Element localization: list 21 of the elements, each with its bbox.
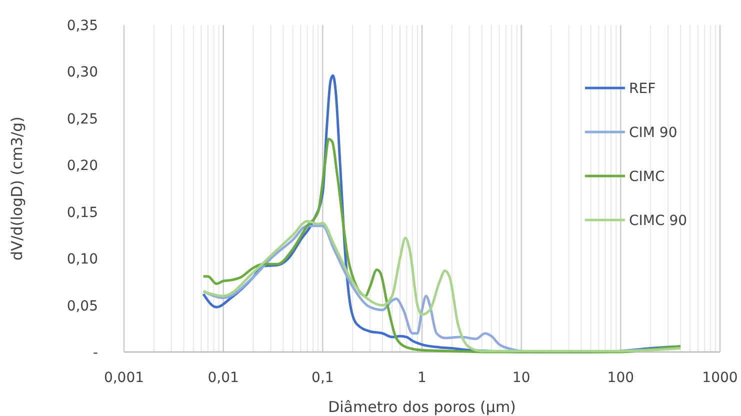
y-tick-label: 0,15 <box>66 204 98 221</box>
y-tick-label: 0,10 <box>66 252 98 268</box>
legend-label: CIMC 90 <box>629 213 688 229</box>
x-tick-label: 0,01 <box>208 370 239 386</box>
y-tick-label: - <box>92 345 98 361</box>
x-tick-label: 0,1 <box>312 370 334 386</box>
y-tick-label: 0,05 <box>66 298 98 314</box>
x-tick-label: 0,001 <box>104 370 144 386</box>
y-tick-label: 0,30 <box>66 64 98 81</box>
x-tick-label: 1 <box>418 370 426 386</box>
y-axis-title: dV/d(logD) (cm3/g) <box>8 116 26 260</box>
x-tick-label: 10 <box>512 370 530 386</box>
y-tick-label: 0,20 <box>66 158 98 174</box>
x-tick-label: 1000 <box>702 370 738 386</box>
legend-label: CIM 90 <box>629 125 678 141</box>
legend-label: REF <box>629 81 656 97</box>
y-tick-label: 0,25 <box>66 111 98 128</box>
y-tick-label: 0,35 <box>66 18 98 34</box>
legend-label: CIMC <box>629 169 665 185</box>
x-axis-title: Diâmetro dos poros (µm) <box>328 398 516 416</box>
x-tick-label: 100 <box>607 370 634 386</box>
